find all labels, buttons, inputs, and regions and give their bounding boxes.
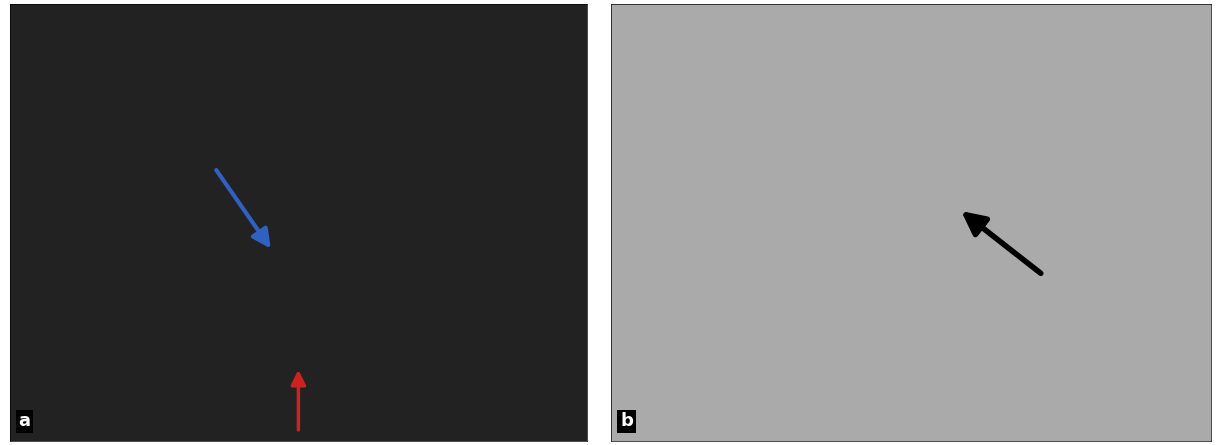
Text: b: b <box>620 413 633 430</box>
Text: a: a <box>18 413 30 430</box>
